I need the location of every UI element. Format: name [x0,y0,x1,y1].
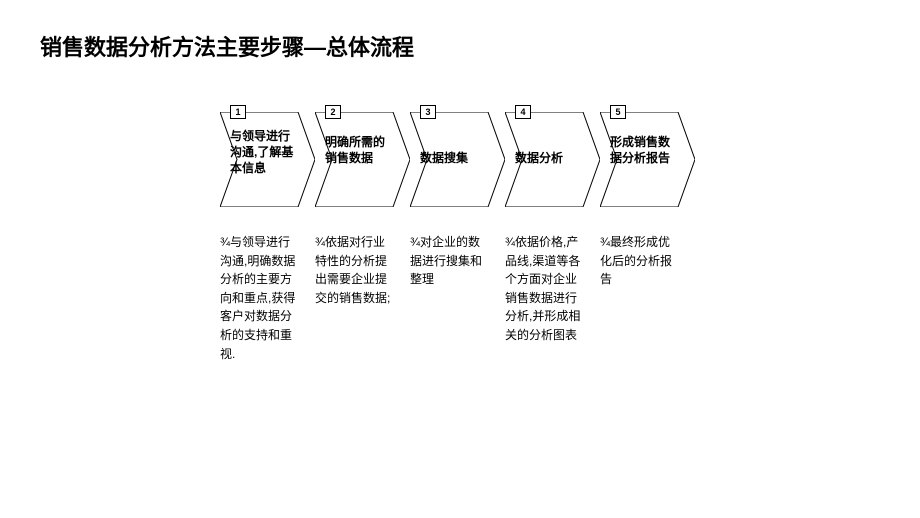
step-description: ¾依据对行业特性的分析提出需要企业提交的销售数据; [315,233,410,363]
flow-chart: 1 与领导进行沟通,了解基本信息 2 明确所需的销售数据 3 数据搜集 4 数据… [220,112,880,207]
step-description: ¾与领导进行沟通,明确数据分析的主要方向和重点,获得客户对数据分析的支持和重视. [220,233,315,363]
step-number-badge: 3 [420,105,436,119]
step-4: 4 数据分析 [505,112,600,207]
step-description: ¾对企业的数据进行搜集和整理 [410,233,505,363]
step-number-badge: 2 [325,105,341,119]
step-5: 5 形成销售数据分析报告 [600,112,695,207]
step-number-badge: 1 [230,105,246,119]
step-label: 形成销售数据分析报告 [610,134,678,166]
step-number-badge: 4 [515,105,531,119]
step-label: 数据分析 [515,150,583,166]
step-2: 2 明确所需的销售数据 [315,112,410,207]
step-label: 与领导进行沟通,了解基本信息 [230,128,298,177]
step-number-badge: 5 [610,105,626,119]
step-label: 数据搜集 [420,150,488,166]
step-description: ¾最终形成优化后的分析报告 [600,233,695,363]
step-description: ¾依据价格,产品线,渠道等各个方面对企业销售数据进行分析,并形成相关的分析图表 [505,233,600,363]
page-title: 销售数据分析方法主要步骤—总体流程 [40,30,880,62]
descriptions-row: ¾与领导进行沟通,明确数据分析的主要方向和重点,获得客户对数据分析的支持和重视.… [220,233,880,363]
step-1: 1 与领导进行沟通,了解基本信息 [220,112,315,207]
step-label: 明确所需的销售数据 [325,134,393,166]
step-3: 3 数据搜集 [410,112,505,207]
